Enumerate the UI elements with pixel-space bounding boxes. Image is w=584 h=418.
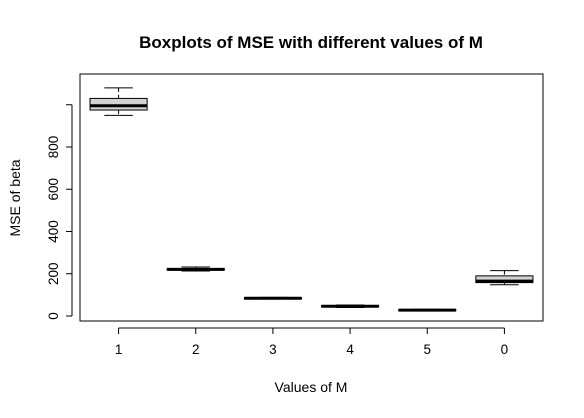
y-tick-label: 0 bbox=[46, 312, 61, 320]
box-1 bbox=[89, 87, 148, 116]
plot-frame bbox=[79, 73, 544, 322]
x-axis: 1 2 3 4 5 0 bbox=[115, 327, 509, 357]
y-tick-label: 800 bbox=[46, 136, 61, 159]
box-0 bbox=[475, 270, 534, 286]
y-tick-label: 200 bbox=[46, 262, 61, 285]
x-tick-label: 5 bbox=[423, 342, 431, 357]
box-4 bbox=[321, 304, 380, 309]
y-axis-label: MSE of beta bbox=[7, 159, 23, 236]
x-axis-label: Values of M bbox=[275, 379, 348, 395]
chart-title: Boxplots of MSE with different values of… bbox=[139, 33, 483, 52]
box-5 bbox=[398, 308, 457, 312]
y-tick-label: 400 bbox=[46, 220, 61, 243]
boxes bbox=[89, 87, 534, 312]
x-tick-label: 0 bbox=[501, 342, 509, 357]
x-tick-label: 1 bbox=[115, 342, 123, 357]
y-axis: 0 200 400 600 800 bbox=[46, 104, 73, 320]
x-tick-label: 2 bbox=[192, 342, 200, 357]
iqr-box bbox=[89, 97, 148, 111]
x-tick-label: 3 bbox=[269, 342, 277, 357]
box-2 bbox=[166, 266, 225, 272]
x-tick-label: 4 bbox=[346, 342, 354, 357]
y-tick-label: 600 bbox=[46, 178, 61, 201]
box-3 bbox=[243, 296, 302, 300]
